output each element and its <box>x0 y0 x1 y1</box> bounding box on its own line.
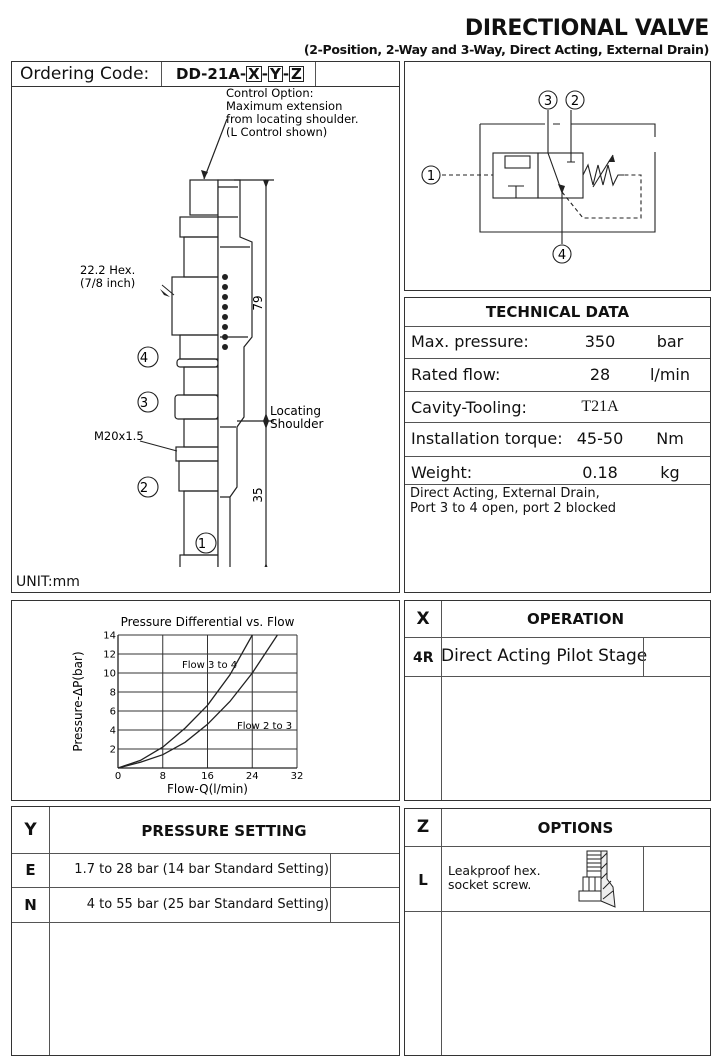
options-code-header: Z <box>416 817 430 837</box>
y-axis-label: Pressure-ΔP(bar) <box>71 651 85 751</box>
unit-label: UNIT:mm <box>16 574 80 590</box>
y-tick-label: 12 <box>103 650 116 661</box>
x-tick-label: 16 <box>201 771 214 782</box>
tech-value: 28 <box>589 365 611 384</box>
tech-unit: Nm <box>656 429 684 448</box>
hydraulic-symbol: 3 2 4 1 <box>421 90 657 264</box>
series-label-2: Flow 2 to 3 <box>237 721 292 732</box>
pressure-code-n: N <box>24 896 37 914</box>
x-axis-label: Flow-Q(l/min) <box>167 782 248 796</box>
pressure-code-e: E <box>25 861 36 879</box>
pressure-setting-title: PRESSURE SETTING <box>141 822 307 840</box>
x-tick-label: 8 <box>160 771 166 782</box>
pressure-desc-e: 1.7 to 28 bar (14 bar Standard Setting) <box>74 862 329 877</box>
option-desc-l: Leakproof hex. socket screw. <box>448 863 541 892</box>
technical-data-title: TECHNICAL DATA <box>485 303 630 321</box>
tech-row: Cavity-Tooling: T21A <box>405 391 710 422</box>
tech-row: Max. pressure: 350 bar <box>405 326 710 358</box>
operation-table: X OPERATION 4R Direct Acting Pilot Stage <box>404 600 711 801</box>
pressure-desc-n: 4 to 55 bar (25 bar Standard Setting) <box>86 897 329 912</box>
tech-unit: bar <box>656 332 684 351</box>
control-option-note: Control Option: Maximum extension from l… <box>226 87 362 139</box>
tech-label: Cavity-Tooling: <box>411 398 527 417</box>
hydraulic-symbol-panel: 3 2 4 1 <box>404 61 711 291</box>
tech-value: 0.18 <box>582 463 618 482</box>
tech-unit: kg <box>660 463 680 482</box>
tech-value: 350 <box>584 332 616 351</box>
tech-label: Weight: <box>411 463 473 482</box>
option-code-l: L <box>418 871 428 889</box>
locating-shoulder-note: Locating Shoulder <box>270 404 325 431</box>
pressure-code-header: Y <box>24 820 37 840</box>
dimension-35: 35 <box>251 487 265 502</box>
symbol-port-2: 2 <box>571 94 579 109</box>
tech-label: Installation torque: <box>411 429 563 448</box>
series-line-1 <box>117 634 253 769</box>
technical-data-table: TECHNICAL DATA Max. pressure: 350 bar Ra… <box>404 297 711 593</box>
technical-data-note: Direct Acting, External Drain, Port 3 to … <box>410 486 617 516</box>
options-title: OPTIONS <box>537 819 614 837</box>
y-tick-label: 2 <box>110 745 116 756</box>
y-tick-label: 8 <box>110 688 116 699</box>
tech-row: Rated flow: 28 l/min <box>405 358 710 391</box>
port-label-1: 1 <box>198 537 206 552</box>
x-tick-label: 0 <box>115 771 121 782</box>
port-label-3: 3 <box>140 396 148 411</box>
page-title: DIRECTIONAL VALVE <box>464 16 709 41</box>
drawing-panel: Ordering Code: DD-21A- X - Y - Z <box>11 61 400 593</box>
symbol-port-3: 3 <box>544 94 552 109</box>
pressure-setting-table: Y PRESSURE SETTING E 1.7 to 28 bar (14 b… <box>11 806 400 1056</box>
y-tick-label: 4 <box>110 726 116 737</box>
operation-code-header: X <box>416 609 430 629</box>
tech-unit: l/min <box>649 365 690 384</box>
series-line-2 <box>117 634 278 769</box>
operation-code-4r: 4R <box>413 650 434 666</box>
options-table: Z OPTIONS L Leakproof hex. socket screw. <box>404 808 711 1056</box>
y-tick-label: 14 <box>103 631 116 642</box>
x-tick-label: 24 <box>246 771 259 782</box>
hex-note: 22.2 Hex. (7/8 inch) <box>80 263 139 290</box>
cartridge-cross-section: 4 3 2 1 Control Option: Maximum extensio… <box>80 87 362 567</box>
operation-desc: Direct Acting Pilot Stage <box>441 646 648 666</box>
operation-title: OPERATION <box>526 610 625 628</box>
tech-row: Weight: 0.18 kg <box>405 456 710 484</box>
tech-label: Rated flow: <box>411 365 501 384</box>
tech-row: Installation torque: 45-50 Nm <box>405 422 710 456</box>
ordering-code-value: DD-21A- X - Y - Z <box>176 65 304 83</box>
tech-label: Max. pressure: <box>411 332 529 351</box>
page-subtitle: (2-Position, 2-Way and 3-Way, Direct Act… <box>303 42 709 57</box>
chart-title: Pressure Differential vs. Flow <box>121 615 295 629</box>
symbol-port-1: 1 <box>427 169 435 184</box>
tech-value: T21A <box>581 398 619 415</box>
x-tick-label: 32 <box>291 771 304 782</box>
y-tick-label: 6 <box>110 707 116 718</box>
thread-note: M20x1.5 <box>94 429 144 443</box>
port-label-4: 4 <box>140 351 148 366</box>
hex-socket-screw-icon <box>578 850 616 908</box>
y-tick-label: 10 <box>103 669 116 680</box>
port-label-2: 2 <box>140 481 148 496</box>
series-label-1: Flow 3 to 4 <box>182 660 237 671</box>
pressure-flow-chart-panel: 0 8 16 24 32 2 4 6 8 10 12 14 Flow 3 to 4 Flow 2 to 3… <box>11 600 400 801</box>
ordering-code-row: Ordering Code: DD-21A- X - Y - Z <box>12 62 399 87</box>
dimension-79: 79 <box>251 295 265 310</box>
tech-value: 45-50 <box>576 429 624 448</box>
ordering-code-label: Ordering Code: <box>20 64 150 84</box>
symbol-port-4: 4 <box>558 248 566 263</box>
